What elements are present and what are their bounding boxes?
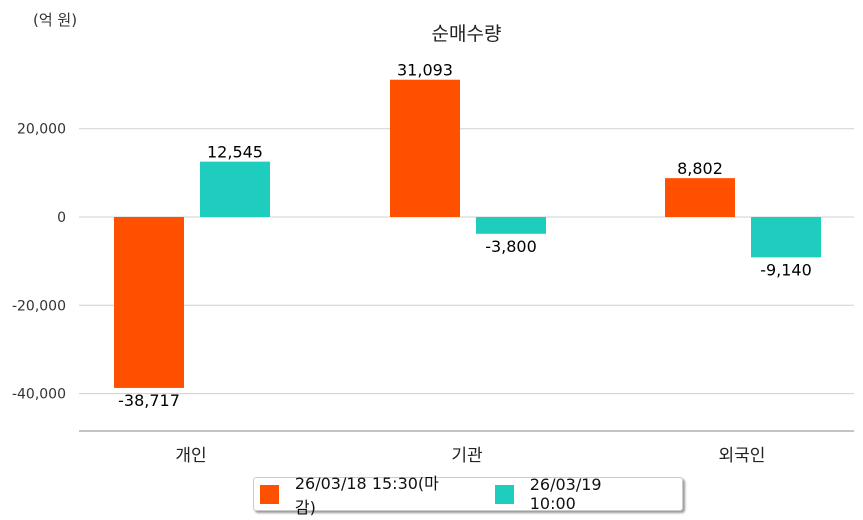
data-label: 8,802 xyxy=(677,159,723,178)
legend-label: 26/03/19 10:00 xyxy=(529,475,602,513)
data-label: -38,717 xyxy=(118,391,180,410)
bar-1-기관 xyxy=(390,79,460,218)
x-tick-label: 개인 xyxy=(175,446,206,466)
y-tick-label: -20,000 xyxy=(12,298,66,314)
y-tick-label: 20,000 xyxy=(17,122,66,138)
legend-label: 26/03/18 15:30(마감) xyxy=(294,474,439,517)
legend-item-series-1[interactable]: 26/03/18 15:30(마감) xyxy=(260,470,459,518)
bar-2-개인 xyxy=(200,161,270,217)
x-tick-label: 외국인 xyxy=(719,446,766,466)
bar-2-외국인 xyxy=(751,217,821,258)
y-tick-label: -40,000 xyxy=(12,387,66,403)
data-label: 31,093 xyxy=(397,61,453,80)
bar-1-외국인 xyxy=(665,178,735,217)
chart-title: 순매수량 xyxy=(431,23,502,45)
legend-item-series-2[interactable]: 26/03/19 10:00 xyxy=(494,475,652,513)
unit-label: (억 원) xyxy=(33,11,78,29)
data-label: -9,140 xyxy=(760,260,812,279)
legend-swatch xyxy=(260,484,279,504)
y-tick-label: 0 xyxy=(57,210,66,226)
bar-1-개인 xyxy=(114,217,184,388)
bar-2-기관 xyxy=(476,217,546,234)
data-label: 12,545 xyxy=(207,143,263,162)
data-label: -3,800 xyxy=(485,237,537,256)
x-tick-label: 기관 xyxy=(451,446,482,466)
legend-swatch xyxy=(494,484,514,504)
legend: 26/03/18 15:30(마감) 26/03/19 10:00 xyxy=(253,474,683,517)
